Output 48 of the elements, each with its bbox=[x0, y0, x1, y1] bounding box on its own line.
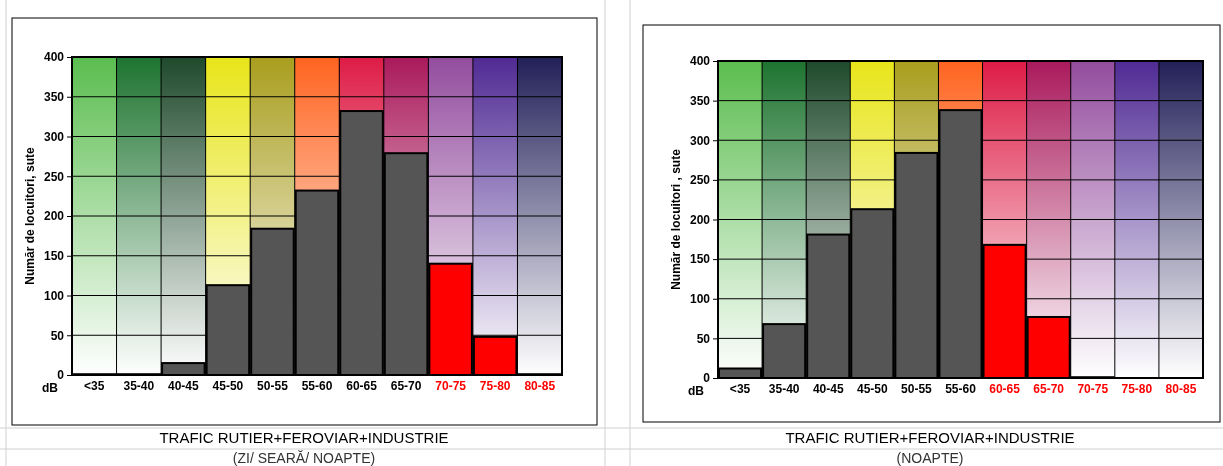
y-tick-label: 200 bbox=[689, 212, 711, 227]
y-tick-label: 400 bbox=[689, 54, 711, 69]
y-tick-label: 0 bbox=[57, 368, 65, 383]
text: (ZI/ SEARĂ/ NOAPTE) bbox=[232, 450, 376, 466]
x-tick-label: <35 bbox=[84, 378, 105, 393]
x-tick-label: 55-60 bbox=[945, 381, 977, 396]
x-tick-label: <35 bbox=[729, 381, 751, 396]
x-tick-label: 45-50 bbox=[856, 381, 888, 396]
y-tick-label: 400 bbox=[43, 50, 65, 65]
x-tick-label: 70-75 bbox=[1077, 381, 1109, 396]
x-tick-label: 60-65 bbox=[989, 381, 1021, 396]
x-axis-title: dB bbox=[688, 384, 705, 398]
x-tick-label: 35-40 bbox=[123, 378, 155, 393]
x-tick-label: 80-85 bbox=[1165, 381, 1197, 396]
y-tick-label: 300 bbox=[43, 129, 65, 144]
x-tick-label: 40-45 bbox=[812, 381, 844, 396]
x-tick-label: 75-80 bbox=[479, 378, 511, 393]
y-tick-label: 150 bbox=[43, 249, 65, 264]
y-tick-label: 300 bbox=[689, 133, 711, 148]
x-tick-label: 55-60 bbox=[301, 378, 333, 393]
x-tick-label: 45-50 bbox=[212, 378, 244, 393]
x-axis-title: dB bbox=[42, 381, 59, 395]
y-tick-label: 150 bbox=[689, 252, 711, 267]
y-tick-label: 50 bbox=[50, 328, 65, 343]
y-tick-label: 350 bbox=[43, 90, 65, 105]
y-tick-label: 100 bbox=[43, 288, 65, 303]
y-tick-label: 200 bbox=[43, 209, 65, 224]
text: TRAFIC RUTIER+FEROVIAR+INDUSTRIE bbox=[785, 429, 1075, 446]
text: (NOAPTE) bbox=[896, 450, 964, 466]
x-tick-label: 60-65 bbox=[346, 378, 378, 393]
x-tick-label: 65-70 bbox=[1033, 381, 1065, 396]
y-tick-label: 250 bbox=[689, 173, 711, 188]
y-tick-label: 350 bbox=[689, 93, 711, 108]
y-axis-title: Număr de locuitori, sute bbox=[23, 147, 37, 285]
y-axis-title: Număr de locuitori , sute bbox=[669, 148, 683, 290]
y-tick-label: 100 bbox=[689, 292, 711, 307]
x-tick-label: 50-55 bbox=[901, 381, 933, 396]
x-tick-label: 35-40 bbox=[768, 381, 800, 396]
y-tick-label: 250 bbox=[43, 169, 65, 184]
x-tick-label: 65-70 bbox=[390, 378, 422, 393]
y-tick-label: 50 bbox=[696, 331, 711, 346]
x-tick-label: 40-45 bbox=[168, 378, 200, 393]
x-tick-label: 70-75 bbox=[435, 378, 467, 393]
x-tick-label: 75-80 bbox=[1121, 381, 1153, 396]
x-tick-label: 80-85 bbox=[524, 378, 556, 393]
y-tick-label: 0 bbox=[703, 371, 711, 386]
text: TRAFIC RUTIER+FEROVIAR+INDUSTRIE bbox=[159, 429, 449, 446]
x-tick-label: 50-55 bbox=[257, 378, 289, 393]
